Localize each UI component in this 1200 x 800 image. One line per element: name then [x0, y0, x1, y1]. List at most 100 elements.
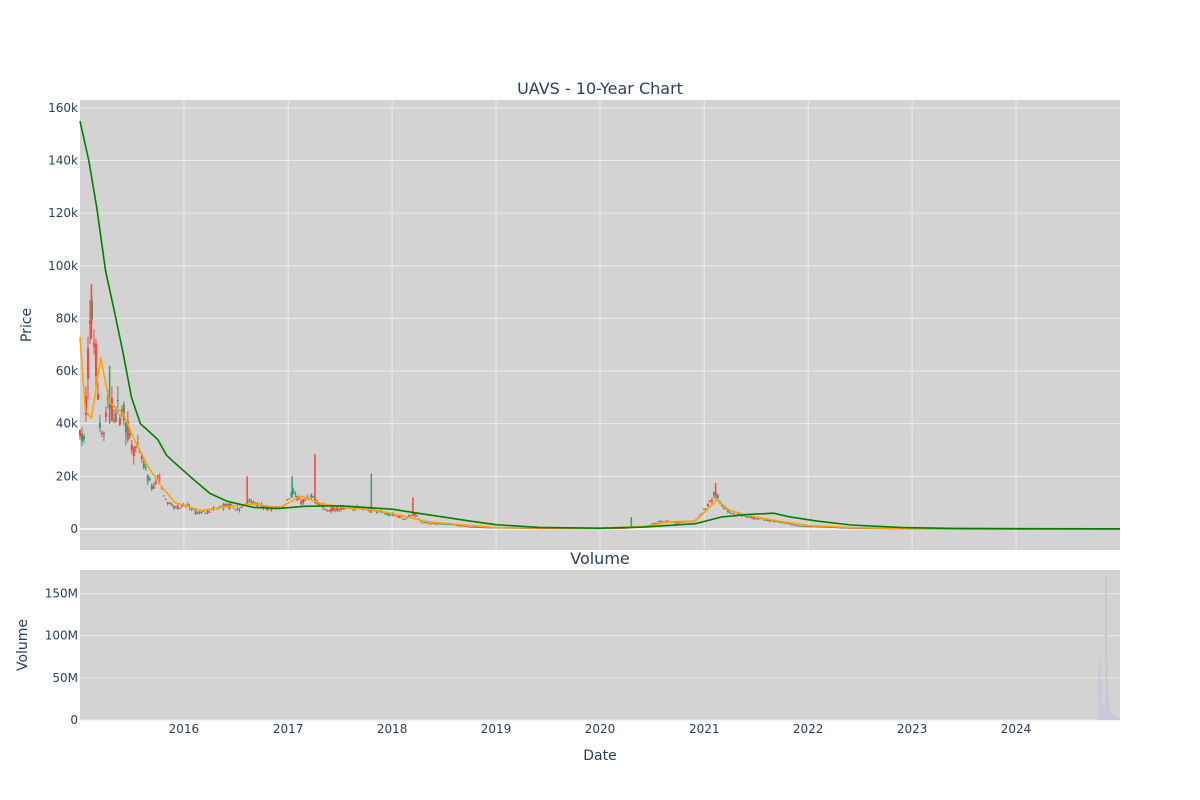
price-candle-body: [842, 527, 845, 529]
price-candle-body: [92, 342, 95, 347]
price-candle-body: [383, 513, 386, 515]
price-candle-body: [772, 520, 775, 522]
price-candle-body: [483, 527, 486, 529]
price-candle-body: [818, 526, 821, 528]
price-candle-body: [778, 521, 781, 523]
price-candle-body: [152, 485, 155, 489]
price-candle-body: [190, 509, 193, 511]
price-candle-body: [158, 477, 161, 479]
price-candle-body: [427, 523, 430, 525]
price-candle-body: [770, 520, 773, 522]
price-candle-body: [437, 523, 440, 525]
price-candle-body: [164, 498, 167, 500]
price-candle-body: [405, 517, 408, 519]
x-tick-label: 2024: [1001, 722, 1032, 736]
price-candle-body: [704, 508, 707, 511]
price-candle-body: [110, 398, 113, 421]
price-candle-body: [198, 511, 201, 514]
volume-bar: [1107, 707, 1110, 720]
price-candle-body: [310, 494, 313, 498]
price-candle-body: [385, 513, 388, 515]
volume-bar: [1115, 717, 1118, 720]
volume-bar: [1109, 711, 1112, 720]
volume-bar: [1103, 713, 1106, 720]
price-candle-body: [234, 509, 237, 511]
price-candle-body: [820, 526, 823, 528]
price-candle-body: [144, 466, 147, 468]
price-candle-body: [431, 522, 434, 524]
price-candle-body: [657, 521, 660, 523]
price-candle-body: [465, 526, 468, 528]
price-candle-body: [816, 526, 819, 528]
price-candle-body: [810, 526, 813, 528]
price-candle-body: [445, 523, 448, 525]
price-candle-body: [762, 519, 765, 521]
price-candle-body: [200, 511, 203, 513]
price-candle-body: [86, 348, 89, 379]
price-candle-body: [334, 508, 337, 511]
price-candle-body: [479, 527, 482, 529]
short-moving-average-line: [79, 336, 1121, 530]
price-candle-body: [786, 522, 789, 525]
x-tick-label: 2022: [793, 722, 824, 736]
price-candle-body: [435, 523, 438, 525]
price-candle-body: [659, 520, 662, 522]
price-candle-body: [768, 519, 771, 522]
volume-bar: [1118, 718, 1121, 720]
price-candle-body: [96, 393, 99, 400]
volume-subplot-title: Volume: [570, 549, 630, 568]
price-candle-body: [487, 527, 490, 529]
price-candle-body: [98, 422, 101, 429]
price-candle-body: [342, 506, 345, 510]
price-candle-body: [300, 501, 303, 505]
price-candle-body: [802, 525, 805, 527]
price-candle-body: [720, 505, 723, 507]
price-candle-body: [677, 522, 680, 524]
price-candle-body: [142, 462, 145, 468]
x-tick-label: 2023: [897, 722, 928, 736]
price-candle-body: [224, 504, 227, 506]
price-candle-body: [222, 504, 225, 509]
price-candle-body: [746, 516, 749, 518]
price-y-tick-label: 0: [70, 522, 78, 536]
price-candle-body: [304, 499, 307, 501]
price-candle-body: [206, 509, 209, 513]
price-y-tick-label: 120k: [48, 206, 78, 220]
price-candle-body: [397, 516, 400, 518]
price-candle-body: [826, 526, 829, 528]
price-candle-body: [832, 527, 835, 529]
volume-bar: [1111, 714, 1114, 720]
price-candle-body: [298, 497, 301, 499]
price-candle-body: [419, 521, 422, 523]
price-candle-body: [242, 505, 245, 507]
price-candle-body: [455, 524, 458, 526]
price-candle-body: [726, 510, 729, 513]
price-candle-body: [102, 432, 105, 435]
volume-y-tick-label: 0: [70, 713, 78, 727]
price-candle-body: [393, 514, 396, 516]
price-candle-body: [708, 500, 711, 502]
price-candle-body: [756, 518, 759, 520]
price-candle-body: [798, 525, 801, 527]
price-candle-body: [156, 475, 159, 477]
price-candle-body: [340, 507, 343, 510]
volume-y-tick-label: 150M: [45, 587, 78, 601]
price-candle-body: [788, 523, 791, 525]
price-candle-body: [463, 525, 466, 527]
price-candle-body: [286, 499, 289, 501]
price-candle-body: [387, 513, 390, 516]
volume-panel: 0 50M 100M 150M 2016 2017 2018 2019 2020 2021 202…: [15, 549, 1121, 764]
volume-bar: [1098, 656, 1101, 720]
price-candle-body: [822, 526, 825, 528]
price-candle-body: [326, 509, 329, 512]
price-candle-body: [376, 511, 379, 513]
price-candle-body: [409, 515, 412, 517]
long-moving-average-line: [79, 120, 1121, 530]
price-candle-body: [202, 510, 205, 512]
price-candle-body: [112, 419, 115, 422]
price-candle-body: [140, 454, 143, 459]
price-candle-body: [830, 526, 833, 528]
price-candle-body: [433, 523, 436, 525]
